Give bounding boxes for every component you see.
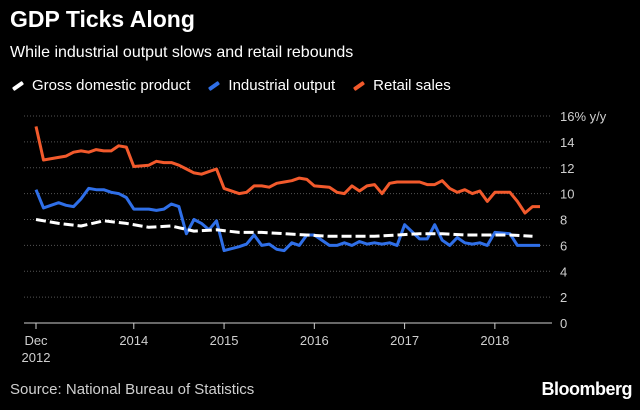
series-line-gross-domestic-product	[35, 218, 533, 238]
x-tick-label-year-2012: 2012	[22, 350, 51, 365]
x-tick-label-2016: 2016	[300, 333, 329, 348]
y-tick-label-8: 8	[560, 213, 567, 228]
y-tick-label-0: 0	[560, 316, 567, 331]
y-tick-label-2: 2	[560, 290, 567, 305]
x-tick-label-Dec: Dec	[24, 333, 48, 348]
y-tick-label-10: 10	[560, 187, 574, 202]
legend-label-gdp: Gross domestic product	[32, 77, 191, 94]
gridlines	[24, 115, 552, 298]
chart-legend: Gross domestic product Industrial output…	[11, 77, 469, 94]
chart-title: GDP Ticks Along	[10, 6, 195, 32]
x-tick-label-2017: 2017	[390, 333, 419, 348]
series-line-industrial-output	[34, 186, 540, 253]
series-line-retail-sales	[34, 126, 540, 215]
y-tick-label-14: 14	[560, 135, 574, 150]
series-lines	[34, 126, 540, 253]
y-tick-label-12: 12	[560, 161, 574, 176]
legend-label-retail: Retail sales	[373, 77, 451, 94]
x-tick-label-2018: 2018	[480, 333, 509, 348]
y-tick-label-6: 6	[560, 238, 567, 253]
source-note: Source: National Bureau of Statistics	[10, 381, 255, 398]
legend-item-retail: Retail sales	[353, 77, 451, 94]
x-tick-label-2014: 2014	[119, 333, 148, 348]
y-tick-label-4: 4	[560, 264, 567, 279]
legend-item-industrial: Industrial output	[208, 77, 335, 94]
bloomberg-logo: Bloomberg	[541, 379, 632, 399]
chart-subtitle: While industrial output slows and retail…	[10, 44, 354, 61]
axes: 0 2 4 6 8 10 12 14 16% y/y Dec 2012 2014 2015 2016 201…	[22, 109, 607, 365]
legend-item-gdp: Gross domestic product	[11, 77, 191, 94]
y-tick-label-16: 16% y/y	[560, 109, 607, 124]
legend-label-industrial: Industrial output	[228, 77, 336, 94]
x-tick-label-2015: 2015	[210, 333, 239, 348]
